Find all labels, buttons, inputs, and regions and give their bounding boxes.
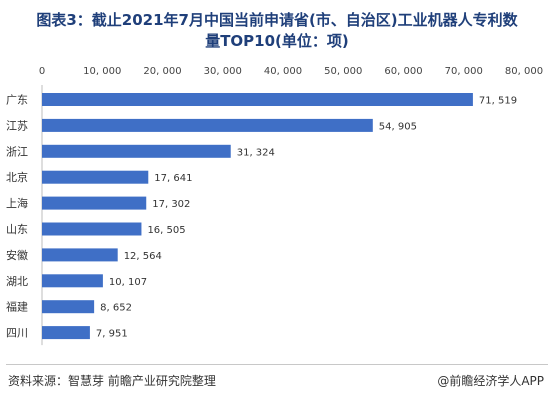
footer-divider — [6, 364, 548, 365]
category-label: 福建 — [6, 300, 28, 314]
bar — [42, 326, 90, 340]
chart-title: 图表3：截止2021年7月中国当前申请省(市、自治区)工业机器人专利数 量TOP… — [0, 10, 554, 52]
bar — [42, 196, 147, 210]
bar — [42, 144, 231, 158]
x-tick-label: 20, 000 — [143, 66, 181, 77]
x-tick-label: 30, 000 — [204, 66, 242, 77]
data-label: 10, 107 — [109, 277, 147, 288]
x-tick-label: 0 — [39, 66, 45, 77]
bar — [42, 93, 473, 106]
category-label: 安徽 — [6, 248, 28, 262]
chart-title-line2: 量TOP10(单位：项) — [205, 32, 349, 50]
brand-credit: @前瞻经济学人APP — [437, 374, 544, 388]
category-label: 北京 — [6, 170, 28, 184]
category-label: 四川 — [6, 327, 28, 340]
x-tick-label: 70, 000 — [445, 66, 483, 77]
category-label: 广东 — [6, 94, 28, 107]
x-tick-label: 80, 000 — [505, 66, 543, 77]
x-tick-label: 50, 000 — [324, 66, 362, 77]
data-label: 16, 505 — [147, 225, 185, 236]
category-label: 山东 — [6, 223, 28, 236]
category-label: 湖北 — [6, 275, 28, 288]
category-label: 江苏 — [6, 119, 28, 132]
category-label: 浙江 — [6, 145, 28, 158]
bar — [42, 118, 373, 132]
data-label: 71, 519 — [479, 96, 517, 107]
bar — [42, 170, 149, 184]
data-label: 17, 641 — [154, 173, 192, 184]
bar — [42, 248, 118, 262]
x-tick-label: 10, 000 — [83, 66, 121, 77]
bar — [42, 274, 103, 288]
chart-title-line1: 图表3：截止2021年7月中国当前申请省(市、自治区)工业机器人专利数 — [36, 11, 518, 29]
bar — [42, 300, 95, 314]
data-label: 12, 564 — [124, 251, 162, 262]
category-label: 上海 — [6, 196, 28, 210]
bar-chart: 0 10, 000 20, 000 30, 000 40, 000 50, 000 60, … — [6, 66, 543, 346]
source-note: 资料来源：智慧芽 前瞻产业研究院整理 — [8, 374, 216, 388]
data-label: 8, 652 — [100, 303, 132, 314]
x-tick-label: 40, 000 — [264, 66, 302, 77]
data-label: 7, 951 — [96, 329, 128, 340]
data-label: 31, 324 — [237, 147, 275, 158]
bar — [42, 222, 142, 236]
data-label: 17, 302 — [152, 199, 190, 210]
data-label: 54, 905 — [379, 121, 417, 132]
x-tick-label: 60, 000 — [384, 66, 422, 77]
